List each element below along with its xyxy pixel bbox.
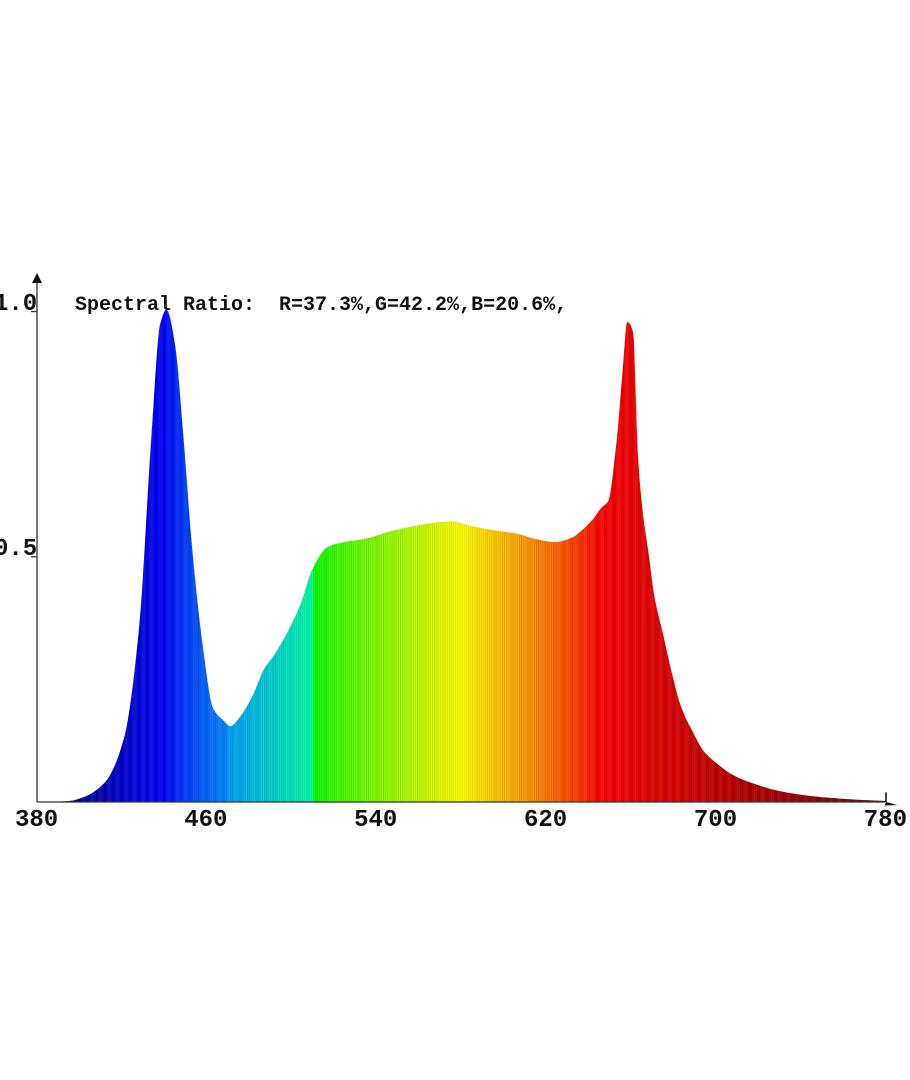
svg-text:380: 380: [15, 807, 58, 834]
svg-text:0.5: 0.5: [0, 536, 37, 563]
svg-text:Spectral Ratio: R=37.3%,G=42.: Spectral Ratio: R=37.3%,G=42.2%,B=20.6%,: [75, 294, 567, 317]
svg-text:1.0: 1.0: [0, 291, 37, 318]
svg-text:700: 700: [694, 807, 737, 834]
svg-text:780: 780: [864, 807, 907, 834]
svg-text:460: 460: [184, 807, 227, 834]
svg-text:620: 620: [524, 807, 567, 834]
svg-text:540: 540: [354, 807, 397, 834]
